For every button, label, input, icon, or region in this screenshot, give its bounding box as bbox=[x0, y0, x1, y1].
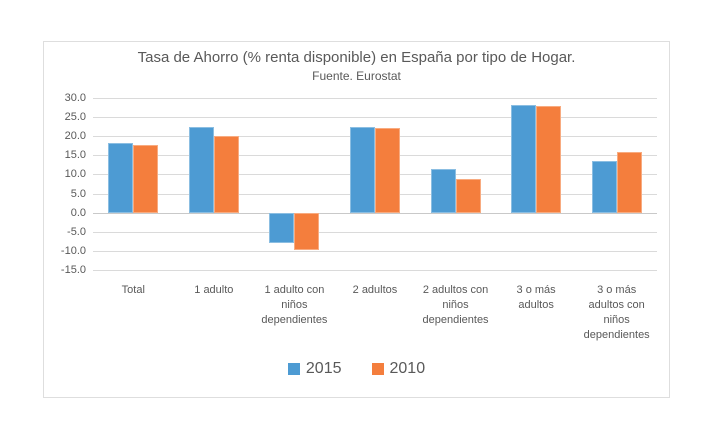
bar-2015-category-5 bbox=[511, 105, 537, 213]
bar-2015-category-1 bbox=[188, 126, 214, 213]
y-axis-tick-label: -15.0 bbox=[60, 264, 86, 276]
bar-2015-category-6 bbox=[591, 161, 617, 213]
gridline bbox=[93, 98, 657, 99]
x-category-label: 1 adulto con niños dependientes bbox=[261, 284, 328, 326]
chart-title: Tasa de Ahorro (% renta disponible) en E… bbox=[137, 49, 576, 66]
bar-2010-category-2 bbox=[294, 212, 320, 251]
gridline bbox=[93, 231, 657, 233]
y-axis-tick-label: 15.0 bbox=[64, 149, 86, 162]
y-axis-tick-label: 0.0 bbox=[70, 206, 86, 219]
legend-swatch-2015-icon bbox=[287, 363, 300, 375]
y-axis-tick-label: 30.0 bbox=[64, 92, 86, 104]
legend-label-2015: 2015 bbox=[305, 360, 342, 377]
bar-2015-category-0 bbox=[108, 143, 134, 213]
legend-swatch-2010-icon bbox=[371, 363, 384, 375]
chart-subtitle: Fuente. Eurostat bbox=[312, 69, 401, 83]
y-axis-tick-label: -10.0 bbox=[60, 244, 86, 257]
y-axis-tick-label: 5.0 bbox=[70, 187, 86, 200]
legend: 2015 2010 bbox=[44, 360, 669, 378]
x-category-label: 1 adulto bbox=[194, 284, 234, 296]
legend-item-2010: 2010 bbox=[371, 360, 426, 378]
legend-label-2010: 2010 bbox=[389, 360, 426, 377]
x-axis-category-labels: Total 1 adulto 1 adulto con niños dependie… bbox=[93, 283, 657, 343]
gridline bbox=[93, 250, 657, 252]
bar-2010-category-4 bbox=[455, 179, 481, 213]
gridline bbox=[93, 270, 657, 271]
bar-2010-category-6 bbox=[616, 151, 642, 213]
bar-2010-category-0 bbox=[133, 145, 159, 213]
y-axis-tick-label: 20.0 bbox=[64, 130, 86, 143]
bar-2010-category-1 bbox=[213, 136, 239, 213]
chart-container: Tasa de Ahorro (% renta disponible) en E… bbox=[43, 41, 670, 398]
y-axis-tick-label: 10.0 bbox=[64, 168, 86, 181]
x-category-label: 3 o más adultos bbox=[516, 284, 556, 311]
legend-item-2015: 2015 bbox=[287, 360, 342, 378]
x-category-label: 2 adultos bbox=[352, 284, 398, 296]
bar-2010-category-3 bbox=[375, 127, 400, 213]
y-axis-tick-label: 25.0 bbox=[64, 111, 86, 124]
bar-2010-category-5 bbox=[536, 106, 562, 213]
y-axis: 30.0 25.0 20.0 15.0 10.0 5.0 0.0 -5.0 -10.0 -15.0 bbox=[44, 92, 86, 276]
bar-2015-category-4 bbox=[430, 169, 456, 213]
x-category-label: Total bbox=[121, 284, 145, 296]
bar-2015-category-2 bbox=[269, 212, 295, 243]
zero-gridline bbox=[93, 212, 657, 214]
bar-2015-category-3 bbox=[350, 127, 375, 213]
gridline bbox=[93, 117, 657, 119]
plot-area bbox=[93, 98, 657, 271]
y-axis-tick-label: -5.0 bbox=[67, 225, 86, 238]
x-category-label: 2 adultos con niños dependientes bbox=[422, 284, 489, 326]
x-category-label: 3 o más adultos con niños dependientes bbox=[583, 284, 650, 341]
